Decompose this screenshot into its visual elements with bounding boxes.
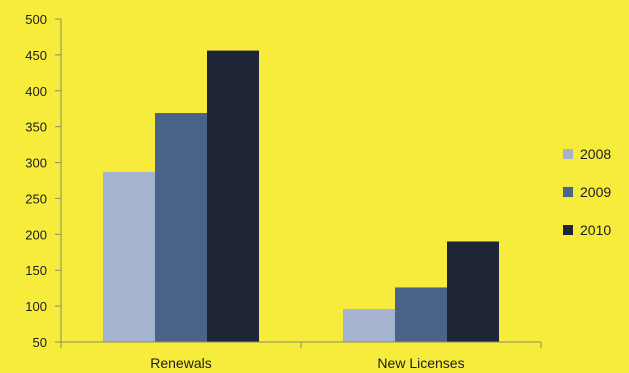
bar-2009-renewals bbox=[155, 113, 207, 342]
bar-2010-new-licenses bbox=[447, 241, 499, 342]
bar-2010-renewals bbox=[207, 50, 259, 343]
y-tick-label: 500 bbox=[25, 12, 47, 27]
y-tick-label: 300 bbox=[25, 156, 47, 171]
y-tick-label: 200 bbox=[25, 227, 47, 242]
y-tick-label: 400 bbox=[25, 84, 47, 99]
y-tick-label: 250 bbox=[25, 191, 47, 206]
y-tick-label: 350 bbox=[25, 120, 47, 135]
x-category-label: Renewals bbox=[150, 355, 211, 371]
legend-swatch-2008 bbox=[563, 149, 573, 159]
legend: 2008 2009 2010 bbox=[563, 146, 611, 238]
legend-swatch-2010 bbox=[563, 225, 573, 235]
legend-swatch-2009 bbox=[563, 187, 573, 197]
y-tick-label: 50 bbox=[33, 335, 47, 350]
x-axis-labels: Renewals New Licenses bbox=[150, 355, 464, 371]
bar-2008-new-licenses bbox=[343, 308, 395, 342]
legend-label: 2008 bbox=[580, 146, 611, 162]
y-tick-label: 450 bbox=[25, 48, 47, 63]
y-tick-label: 100 bbox=[25, 299, 47, 314]
y-tick-label: 150 bbox=[25, 263, 47, 278]
legend-label: 2009 bbox=[580, 184, 611, 200]
y-axis-ticks: 50 100 150 200 250 300 350 400 450 500 bbox=[25, 12, 61, 350]
x-category-label: New Licenses bbox=[377, 355, 464, 371]
bars bbox=[103, 50, 499, 343]
bar-2009-new-licenses bbox=[395, 287, 447, 342]
bar-2008-renewals bbox=[103, 171, 155, 342]
legend-label: 2010 bbox=[580, 222, 611, 238]
axes bbox=[60, 19, 542, 348]
